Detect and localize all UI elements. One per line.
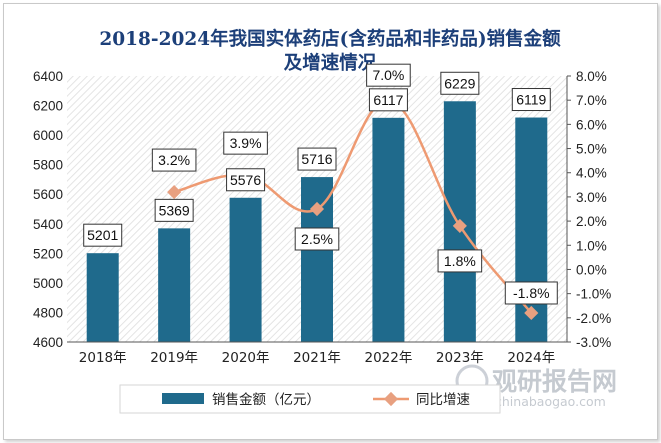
y-right-tick-label: 2.0% xyxy=(576,214,607,229)
y-right-tick-label: -1.0% xyxy=(576,287,611,302)
chart-title-line1: 2018-2024年我国实体药店(含药品和非药品)销售金额 xyxy=(99,28,561,50)
y-axis-left: 4600 4800 5000 5200 5400 5600 5800 6000 6200 6400 xyxy=(33,69,63,350)
line-data-labels: 3.2% 3.9% 2.5% 7.0% 1.8% -1.8% xyxy=(151,63,558,305)
y-right-tick-label: 6.0% xyxy=(576,117,607,132)
x-tick-label: 2018年 xyxy=(79,350,127,366)
growth-point-2019年 xyxy=(167,185,182,200)
y-left-tick-label: 6200 xyxy=(33,99,63,114)
y-right-tick-label: -2.0% xyxy=(576,311,611,326)
growth-label-box xyxy=(294,227,340,251)
legend-line-marker xyxy=(383,391,399,407)
y-left-tick-label: 5600 xyxy=(33,187,63,202)
watermark: 观研报告网 chinabaogao.com xyxy=(455,364,617,409)
x-tick-label: 2022年 xyxy=(364,350,412,366)
y-left-tick-label: 5800 xyxy=(33,158,63,173)
bar-data-labels: 5201 5369 5576 5716 6117 6229 6119 xyxy=(83,71,551,247)
y-right-tick-label: 1.0% xyxy=(576,238,607,253)
growth-data-label: 1.8% xyxy=(444,253,476,269)
growth-data-label: 3.2% xyxy=(158,152,190,168)
y-left-tick-label: 4800 xyxy=(33,305,63,320)
growth-point-2023年 xyxy=(452,218,467,233)
bar-data-label: 5201 xyxy=(87,227,118,243)
x-tick-label: 2020年 xyxy=(222,350,270,366)
growth-data-label: -1.8% xyxy=(513,285,550,301)
x-tick-label: 2023年 xyxy=(436,350,484,366)
chart-title-line2: 及增速情况 xyxy=(284,52,377,74)
bar-data-label: 5716 xyxy=(301,151,332,167)
x-tick-label: 2021年 xyxy=(293,350,341,366)
growth-data-label: 3.9% xyxy=(230,135,262,151)
bar-2022年 xyxy=(372,117,405,343)
bar-label-box xyxy=(511,88,551,112)
y-left-tick-label: 4600 xyxy=(33,335,63,350)
y-axis-right: -3.0% -2.0% -1.0% 0.0% 1.0% 2.0% 3.0% 4.0% 5.0% 6… xyxy=(566,69,611,350)
bar-label-box xyxy=(154,198,194,222)
y-left-tick-label: 5400 xyxy=(33,217,63,232)
bar-label-box xyxy=(226,168,266,192)
y-right-tick-label: 0.0% xyxy=(576,262,607,277)
bar-label-box xyxy=(297,147,337,171)
bar-label-box xyxy=(368,88,408,112)
y-right-tick-label: 3.0% xyxy=(576,190,607,205)
growth-label-box xyxy=(223,131,268,155)
watermark-url: chinabaogao.com xyxy=(495,394,606,409)
growth-label-box xyxy=(504,281,558,305)
legend-bar-label: 销售金额（亿元） xyxy=(212,392,320,408)
y-right-tick-label: -3.0% xyxy=(576,335,611,350)
bar-2021年 xyxy=(301,177,333,342)
growth-data-label: 2.5% xyxy=(301,231,333,247)
watermark-brand: 观研报告网 xyxy=(492,367,617,396)
bar-data-label: 5369 xyxy=(159,202,190,218)
y-right-tick-label: 5.0% xyxy=(576,142,607,157)
bar-2024年 xyxy=(515,117,548,342)
bar-data-label: 5576 xyxy=(230,172,261,188)
growth-label-box xyxy=(437,249,483,273)
y-left-tick-label: 6400 xyxy=(33,69,63,84)
growth-point-2024年 xyxy=(524,305,539,321)
growth-label-box xyxy=(366,63,411,87)
bar-data-label: 6119 xyxy=(516,92,546,108)
growth-data-label: 7.0% xyxy=(372,67,404,83)
y-right-tick-label: 7.0% xyxy=(576,93,607,108)
x-tick-label: 2019年 xyxy=(150,350,198,366)
bar-label-box xyxy=(440,71,480,95)
bar-2018年 xyxy=(86,253,119,342)
bar-2019年 xyxy=(158,228,191,342)
y-left-tick-label: 5000 xyxy=(33,276,63,291)
legend: 销售金额（亿元） 同比增速 xyxy=(119,384,501,414)
legend-bar-swatch xyxy=(162,393,204,404)
y-right-tick-label: 4.0% xyxy=(576,166,607,181)
x-tick-label: 2024年 xyxy=(507,350,555,366)
legend-line-label: 同比增速 xyxy=(416,392,470,408)
growth-label-box xyxy=(151,148,197,172)
bar-data-label: 6117 xyxy=(373,92,403,108)
x-axis: 2018年 2019年 2020年 2021年 2022年 2023年 2024年 xyxy=(67,341,567,366)
growth-point-2021年 xyxy=(309,201,325,217)
bar-data-label: 6229 xyxy=(444,75,475,91)
y-left-tick-label: 6000 xyxy=(33,128,63,143)
bar-label-box xyxy=(83,223,123,247)
y-left-tick-label: 5200 xyxy=(33,246,63,261)
bar-2020年 xyxy=(229,197,262,342)
y-right-tick-label: 8.0% xyxy=(576,69,607,84)
